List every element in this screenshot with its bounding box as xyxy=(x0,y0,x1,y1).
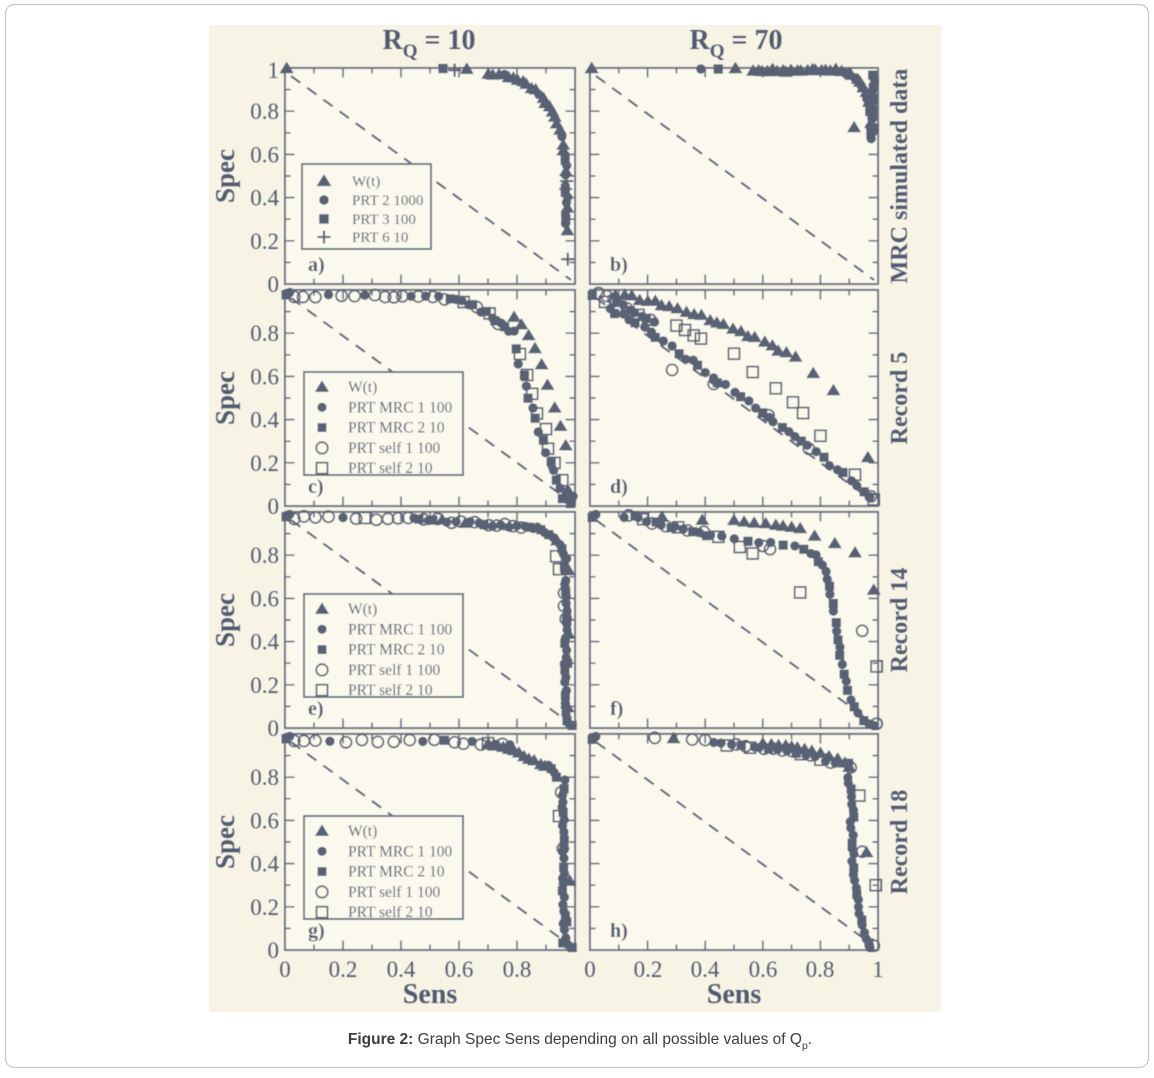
svg-text:PRT self 1 100: PRT self 1 100 xyxy=(348,884,440,901)
svg-text:Sens: Sens xyxy=(707,979,762,1010)
svg-text:0: 0 xyxy=(584,957,596,982)
svg-text:0.8: 0.8 xyxy=(250,765,279,790)
svg-text:e): e) xyxy=(308,698,324,720)
svg-text:0.2: 0.2 xyxy=(329,957,358,982)
svg-text:W(t): W(t) xyxy=(352,174,380,190)
svg-text:0: 0 xyxy=(279,957,291,982)
svg-text:W(t): W(t) xyxy=(348,601,377,618)
svg-text:0.4: 0.4 xyxy=(250,852,279,877)
svg-text:a): a) xyxy=(308,254,325,276)
svg-text:h): h) xyxy=(610,920,628,942)
svg-text:0: 0 xyxy=(268,494,280,519)
svg-text:PRT self 1 100: PRT self 1 100 xyxy=(348,662,440,679)
svg-text:0.4: 0.4 xyxy=(691,957,720,982)
svg-text:1: 1 xyxy=(872,957,884,982)
svg-text:0.8: 0.8 xyxy=(503,957,532,982)
svg-text:W(t): W(t) xyxy=(348,823,377,840)
svg-text:1: 1 xyxy=(268,58,280,83)
svg-text:0.6: 0.6 xyxy=(250,142,279,167)
svg-text:PRT MRC 2 10: PRT MRC 2 10 xyxy=(348,864,445,881)
svg-text:PRT MRC 1 100: PRT MRC 1 100 xyxy=(348,399,453,416)
svg-text:0: 0 xyxy=(268,938,280,963)
svg-text:0.2: 0.2 xyxy=(250,229,279,254)
svg-text:0.8: 0.8 xyxy=(806,957,835,982)
svg-text:PRT MRC 2 10: PRT MRC 2 10 xyxy=(348,420,445,437)
svg-text:MRC simulated data: MRC simulated data xyxy=(887,69,913,284)
svg-text:0.4: 0.4 xyxy=(250,186,279,211)
svg-text:0: 0 xyxy=(268,716,280,741)
svg-text:0.6: 0.6 xyxy=(250,364,279,389)
svg-text:PRT MRC 2 10: PRT MRC 2 10 xyxy=(348,642,445,659)
svg-text:RQ = 70: RQ = 70 xyxy=(690,25,783,62)
svg-text:PRT self 1 100: PRT self 1 100 xyxy=(348,440,440,457)
svg-text:Record 18: Record 18 xyxy=(887,790,913,895)
svg-text:PRT self 2 10: PRT self 2 10 xyxy=(348,460,433,477)
svg-text:PRT MRC 1 100: PRT MRC 1 100 xyxy=(348,843,453,860)
svg-text:0.2: 0.2 xyxy=(634,957,663,982)
svg-text:Record 5: Record 5 xyxy=(887,352,913,445)
svg-text:g): g) xyxy=(308,920,325,942)
svg-text:0.8: 0.8 xyxy=(250,543,279,568)
svg-text:0.6: 0.6 xyxy=(250,808,279,833)
svg-text:c): c) xyxy=(308,476,324,498)
svg-text:0.8: 0.8 xyxy=(250,99,279,124)
svg-text:0.8: 0.8 xyxy=(250,321,279,346)
svg-text:f): f) xyxy=(610,698,623,720)
svg-text:b): b) xyxy=(610,254,628,276)
svg-text:Figure 2: Graph Spec Sens depe: Figure 2: Graph Spec Sens depending on a… xyxy=(348,1031,812,1052)
svg-text:Spec: Spec xyxy=(210,149,240,203)
svg-text:Sens: Sens xyxy=(403,979,458,1010)
svg-text:RQ = 10: RQ = 10 xyxy=(383,25,476,62)
svg-text:0.4: 0.4 xyxy=(250,408,279,433)
svg-text:0: 0 xyxy=(268,272,280,297)
svg-text:Record 14: Record 14 xyxy=(887,568,913,673)
svg-text:PRT self 2 10: PRT self 2 10 xyxy=(348,682,433,699)
svg-text:0.6: 0.6 xyxy=(749,957,778,982)
svg-text:0.4: 0.4 xyxy=(387,957,416,982)
svg-text:Spec: Spec xyxy=(210,371,240,425)
svg-text:0.2: 0.2 xyxy=(250,451,279,476)
svg-text:W(t): W(t) xyxy=(348,379,377,396)
svg-text:PRT 3 100: PRT 3 100 xyxy=(352,212,416,228)
svg-text:d): d) xyxy=(610,476,628,498)
svg-text:Spec: Spec xyxy=(210,593,240,647)
svg-text:PRT 6 10: PRT 6 10 xyxy=(352,230,408,246)
svg-text:0.2: 0.2 xyxy=(250,895,279,920)
svg-text:0.4: 0.4 xyxy=(250,630,279,655)
svg-text:PRT self 2 10: PRT self 2 10 xyxy=(348,904,433,921)
svg-text:0.6: 0.6 xyxy=(445,957,474,982)
svg-text:0.6: 0.6 xyxy=(250,586,279,611)
svg-text:PRT MRC 1 100: PRT MRC 1 100 xyxy=(348,621,453,638)
svg-text:0.2: 0.2 xyxy=(250,673,279,698)
svg-text:PRT 2 1000: PRT 2 1000 xyxy=(352,193,423,209)
svg-text:Spec: Spec xyxy=(210,815,240,869)
